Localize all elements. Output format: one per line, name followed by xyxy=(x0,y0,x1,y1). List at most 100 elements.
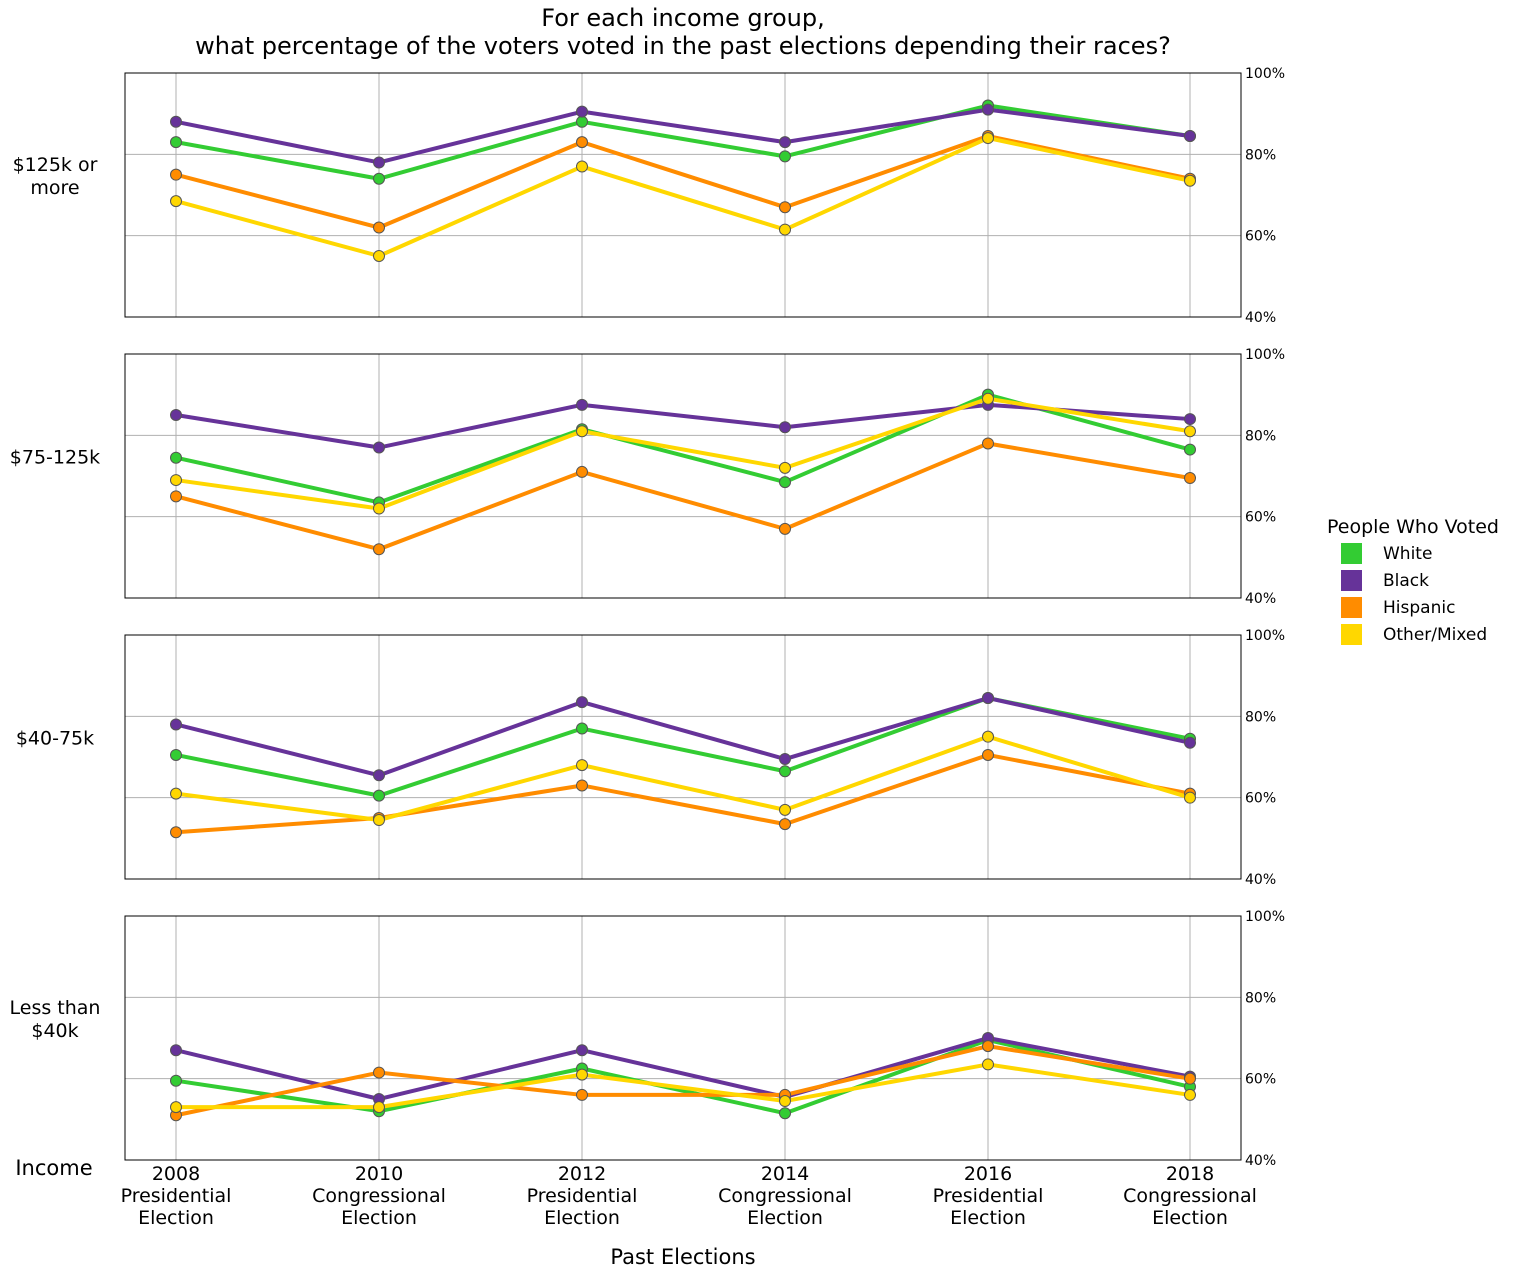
x-tick-label: 2012 xyxy=(558,1163,606,1185)
data-point-white xyxy=(576,722,588,735)
data-point-hispanic xyxy=(576,465,588,478)
data-point-hispanic xyxy=(1184,1072,1196,1085)
series-line-other-mixed xyxy=(176,1062,1191,1110)
data-point-white xyxy=(779,1107,791,1120)
data-point-black xyxy=(779,421,791,434)
series-line-white xyxy=(175,1038,1191,1116)
row-axis-title: Income xyxy=(15,1156,92,1180)
x-tick-label: 2010 xyxy=(355,1163,403,1185)
panel-1: 40% 60% 80% 100% $75-125k xyxy=(10,347,1285,607)
data-point-other-mixed xyxy=(576,1068,588,1081)
row-label: more xyxy=(30,177,79,199)
legend-label: Black xyxy=(1383,571,1429,591)
x-tick-label: 2018 xyxy=(1166,1163,1214,1185)
data-point-hispanic xyxy=(170,826,182,839)
x-tick-label: Election xyxy=(341,1207,417,1229)
y-tick-label: 40% xyxy=(1245,310,1276,326)
data-point-hispanic xyxy=(576,779,588,792)
data-point-black xyxy=(1184,130,1196,143)
data-point-hispanic xyxy=(982,748,994,761)
data-point-white xyxy=(170,451,182,464)
data-point-hispanic xyxy=(779,522,791,535)
data-point-other-mixed xyxy=(982,392,994,405)
y-tick-label: 40% xyxy=(1245,872,1276,888)
chart-title-line-1: For each income group, xyxy=(541,4,825,32)
y-tick-label: 60% xyxy=(1245,510,1276,526)
data-point-black xyxy=(1184,736,1196,749)
x-tick-label: Election xyxy=(138,1207,214,1229)
data-point-hispanic xyxy=(373,221,385,234)
data-point-white xyxy=(779,150,791,163)
data-point-white xyxy=(576,115,588,128)
legend-swatch xyxy=(1341,597,1362,618)
series-line-white xyxy=(175,103,1191,181)
data-point-other-mixed xyxy=(779,1095,791,1108)
data-point-white xyxy=(373,172,385,185)
x-tick-label: 2008 xyxy=(152,1163,200,1185)
data-point-other-mixed xyxy=(779,803,791,816)
data-point-other-mixed xyxy=(170,787,182,800)
data-point-black xyxy=(170,1044,182,1057)
legend-label: Hispanic xyxy=(1383,598,1455,618)
data-point-white xyxy=(779,765,791,778)
data-point-other-mixed xyxy=(373,502,385,515)
data-point-other-mixed xyxy=(373,250,385,262)
series-line-black xyxy=(175,1036,1191,1101)
x-tick-label: Election xyxy=(544,1207,620,1229)
data-point-other-mixed xyxy=(1184,1088,1196,1101)
legend-swatch xyxy=(1341,624,1362,645)
legend-label: Other/Mixed xyxy=(1383,625,1487,645)
y-tick-label: 80% xyxy=(1245,709,1276,725)
data-point-hispanic xyxy=(1184,472,1196,485)
data-point-other-mixed xyxy=(170,195,182,208)
data-point-black xyxy=(373,441,385,454)
data-point-black xyxy=(982,692,994,705)
data-point-other-mixed xyxy=(982,730,994,743)
data-point-black xyxy=(576,398,588,411)
y-tick-label: 60% xyxy=(1245,229,1276,245)
panel-frame xyxy=(124,72,1242,318)
data-point-other-mixed xyxy=(779,461,791,474)
x-tick-label: Congressional xyxy=(1123,1185,1257,1207)
series-line-other-mixed xyxy=(175,396,1191,511)
series-line-black xyxy=(175,107,1191,165)
panel-frame xyxy=(124,353,1242,599)
data-point-other-mixed xyxy=(576,425,588,438)
legend-swatch xyxy=(1341,543,1362,564)
y-tick-label: 100% xyxy=(1245,909,1285,925)
x-tick-label: Congressional xyxy=(718,1185,852,1207)
data-point-hispanic xyxy=(779,818,791,831)
series-line-other-mixed xyxy=(175,734,1191,823)
data-point-hispanic xyxy=(170,168,182,181)
x-tick-label: Congressional xyxy=(312,1185,446,1207)
chart-title-line-2: what percentage of the voters voted in t… xyxy=(195,32,1171,60)
legend-label: White xyxy=(1383,544,1432,564)
data-point-other-mixed xyxy=(982,1058,994,1071)
legend-title: People Who Voted xyxy=(1327,516,1499,538)
data-point-other-mixed xyxy=(1184,174,1196,187)
x-tick-label: Election xyxy=(747,1207,823,1229)
data-point-other-mixed xyxy=(982,132,994,145)
y-tick-label: 80% xyxy=(1245,428,1276,444)
series-line-other-mixed xyxy=(175,136,1191,258)
y-tick-label: 40% xyxy=(1245,591,1276,607)
series-line-black xyxy=(175,402,1191,450)
series-line-hispanic xyxy=(175,441,1191,552)
data-point-black xyxy=(576,696,588,709)
series-line-hispanic xyxy=(175,752,1191,835)
data-point-black xyxy=(779,136,791,149)
y-tick-label: 40% xyxy=(1245,1153,1276,1169)
data-point-hispanic xyxy=(982,1040,994,1053)
legend-swatch xyxy=(1341,570,1362,591)
row-label: $75-125k xyxy=(10,446,100,468)
data-point-black xyxy=(982,103,994,116)
data-point-hispanic xyxy=(779,201,791,214)
y-tick-label: 80% xyxy=(1245,147,1276,163)
x-tick-label: 2014 xyxy=(761,1163,809,1185)
x-tick-label: Election xyxy=(950,1207,1026,1229)
data-point-white xyxy=(170,748,182,761)
y-tick-label: 60% xyxy=(1245,791,1276,807)
row-label: $125k or xyxy=(13,154,98,176)
